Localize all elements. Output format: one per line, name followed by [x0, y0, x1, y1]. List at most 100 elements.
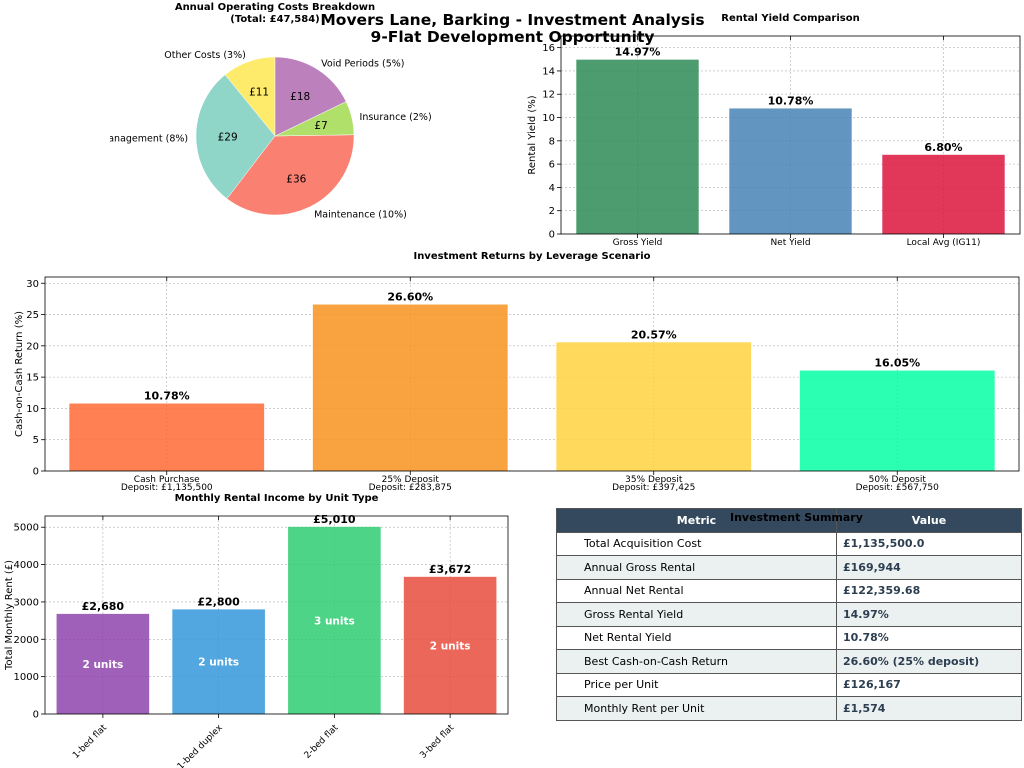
table-row: Gross Rental Yield 14.97%	[556, 602, 1022, 627]
pie-value-label: £7	[314, 120, 327, 132]
bar-value-label: 10.78%	[768, 94, 814, 107]
value-cell: £169,944	[836, 555, 1022, 580]
bar	[69, 403, 265, 471]
summary-header-row: Metric Value	[556, 508, 1022, 533]
plot-frame	[44, 515, 509, 715]
value-cell: 14.97%	[836, 602, 1022, 627]
pie-slice	[226, 134, 355, 216]
bar	[799, 370, 995, 471]
bar-inner-label: 3 units	[314, 615, 355, 627]
rental-yield-bar-chart: Rental Yield Comparison 0 2 4 6 8 10 12 14 16 14.9…	[527, 13, 1021, 248]
x-tick-label: Net Yield	[770, 238, 810, 248]
value-cell: £122,359.68	[836, 578, 1022, 603]
bar-value-label: 26.60%	[387, 291, 433, 304]
pie-value-label: £18	[290, 91, 310, 103]
value-cell: 26.60% (25% deposit)	[836, 649, 1022, 674]
investment-summary-table: Metric Value Total Acquisition Cost £1,1…	[556, 508, 1022, 721]
x-tick-sublabel: Deposit: £567,750	[856, 483, 940, 493]
y-axis-label: Rental Yield (%)	[527, 95, 538, 174]
metric-cell: Price per Unit	[556, 672, 837, 697]
pie-slice-label: Insurance (2%)	[360, 112, 432, 123]
metric-cell: Annual Net Rental	[556, 578, 837, 603]
x-tick-label: 2-bed flat	[303, 723, 341, 761]
chart-title: Annual Operating Costs Breakdown	[175, 2, 375, 13]
y-tick-label: 10	[542, 113, 555, 124]
metric-cell: Total Acquisition Cost	[556, 531, 837, 556]
y-tick-label: 25	[26, 310, 39, 321]
pie-slice-label: Void Periods (5%)	[321, 58, 404, 69]
x-tick-label: 25% Deposit	[382, 475, 440, 485]
x-tick-label: Local Avg (IG11)	[907, 238, 981, 248]
table-row: Annual Gross Rental £169,944	[556, 555, 1022, 580]
bar-value-label: 14.97%	[615, 46, 661, 59]
bar	[882, 154, 1005, 234]
dashboard-title: Movers Lane, Barking - Investment Analys…	[300, 12, 725, 46]
x-tick-label: 50% Deposit	[869, 475, 927, 485]
metric-header: Metric	[556, 508, 837, 533]
value-cell: £126,167	[836, 672, 1022, 697]
x-tick-label: 3-bed flat	[418, 723, 456, 761]
bar-value-label: 10.78%	[144, 390, 190, 403]
bar-value-label: 20.57%	[631, 328, 677, 341]
chart-title: Investment Returns by Leverage Scenario	[413, 251, 650, 262]
bar-value-label: £2,680	[82, 600, 125, 613]
y-tick-label: 4	[549, 183, 555, 194]
value-header: Value	[836, 508, 1022, 533]
pie-slice-label: Management (8%)	[110, 133, 188, 144]
x-tick-label: Cash Purchase	[134, 475, 200, 485]
x-tick-sublabel: Deposit: £283,875	[369, 483, 452, 493]
bar	[288, 526, 381, 714]
metric-cell: Best Cash-on-Cash Return	[556, 649, 837, 674]
bar-inner-label: 2 units	[198, 657, 239, 669]
bar	[312, 304, 508, 471]
metric-cell: Annual Gross Rental	[556, 555, 837, 580]
y-tick-label: 2	[549, 206, 555, 217]
y-tick-label: 3000	[14, 597, 39, 608]
metric-cell: Gross Rental Yield	[556, 602, 837, 627]
pie-value-label: £36	[286, 173, 306, 185]
bar	[576, 59, 699, 235]
bar-inner-label: 2 units	[430, 640, 471, 652]
y-tick-label: 0	[549, 230, 555, 241]
bar-value-label: £2,800	[197, 595, 240, 608]
y-tick-label: 20	[26, 341, 39, 352]
y-axis-label: Cash-on-Cash Return (%)	[14, 311, 25, 437]
metric-cell: Net Rental Yield	[556, 625, 837, 650]
plot-frame	[44, 276, 1020, 472]
x-tick-sublabel: Deposit: £397,425	[612, 483, 695, 493]
y-tick-label: 16	[542, 43, 555, 54]
table-row: Price per Unit £126,167	[556, 672, 1022, 697]
chart-subtitle: (Total: £47,584)	[230, 14, 320, 25]
y-tick-label: 4000	[14, 560, 39, 571]
value-cell: £1,135,500.0	[836, 531, 1022, 556]
x-tick-label: 35% Deposit	[625, 475, 683, 485]
pie-slice	[195, 74, 276, 200]
table-row: Net Rental Yield 10.78%	[556, 625, 1022, 650]
chart-title: Rental Yield Comparison	[721, 13, 859, 24]
table-row: Monthly Rent per Unit £1,574	[556, 696, 1022, 721]
y-axis-label: Total Monthly Rent (£)	[4, 560, 15, 671]
bar-value-label: 6.80%	[924, 141, 962, 154]
metric-cell: Monthly Rent per Unit	[556, 696, 837, 721]
bar-inner-label: 2 units	[82, 659, 123, 671]
value-cell: 10.78%	[836, 625, 1022, 650]
operating-costs-pie-chart: Annual Operating Costs Breakdown(Total: …	[110, 2, 432, 221]
y-tick-label: 12	[542, 90, 555, 101]
y-tick-label: 5000	[14, 523, 39, 534]
pie-slice	[274, 56, 347, 137]
pie-slice-label: Other Costs (3%)	[164, 50, 246, 61]
x-tick-sublabel: Deposit: £1,135,500	[121, 483, 213, 493]
x-tick-label: 1-bed flat	[71, 723, 109, 761]
y-tick-label: 8	[549, 136, 555, 147]
x-tick-label: 1-bed duplex	[176, 723, 225, 768]
pie-value-label: £11	[249, 86, 269, 98]
table-row: Annual Net Rental £122,359.68	[556, 578, 1022, 603]
y-tick-label: 14	[542, 66, 555, 77]
title-line2: 9-Flat Development Opportunity	[370, 28, 655, 46]
bar-value-label: £3,672	[429, 563, 471, 576]
table-row: Best Cash-on-Cash Return 26.60% (25% dep…	[556, 649, 1022, 674]
leverage-returns-bar-chart: Investment Returns by Leverage Scenario 0…	[14, 251, 1020, 493]
bar-value-label: 16.05%	[874, 357, 920, 370]
y-tick-label: 10	[26, 404, 39, 415]
y-tick-label: 6	[549, 160, 555, 171]
